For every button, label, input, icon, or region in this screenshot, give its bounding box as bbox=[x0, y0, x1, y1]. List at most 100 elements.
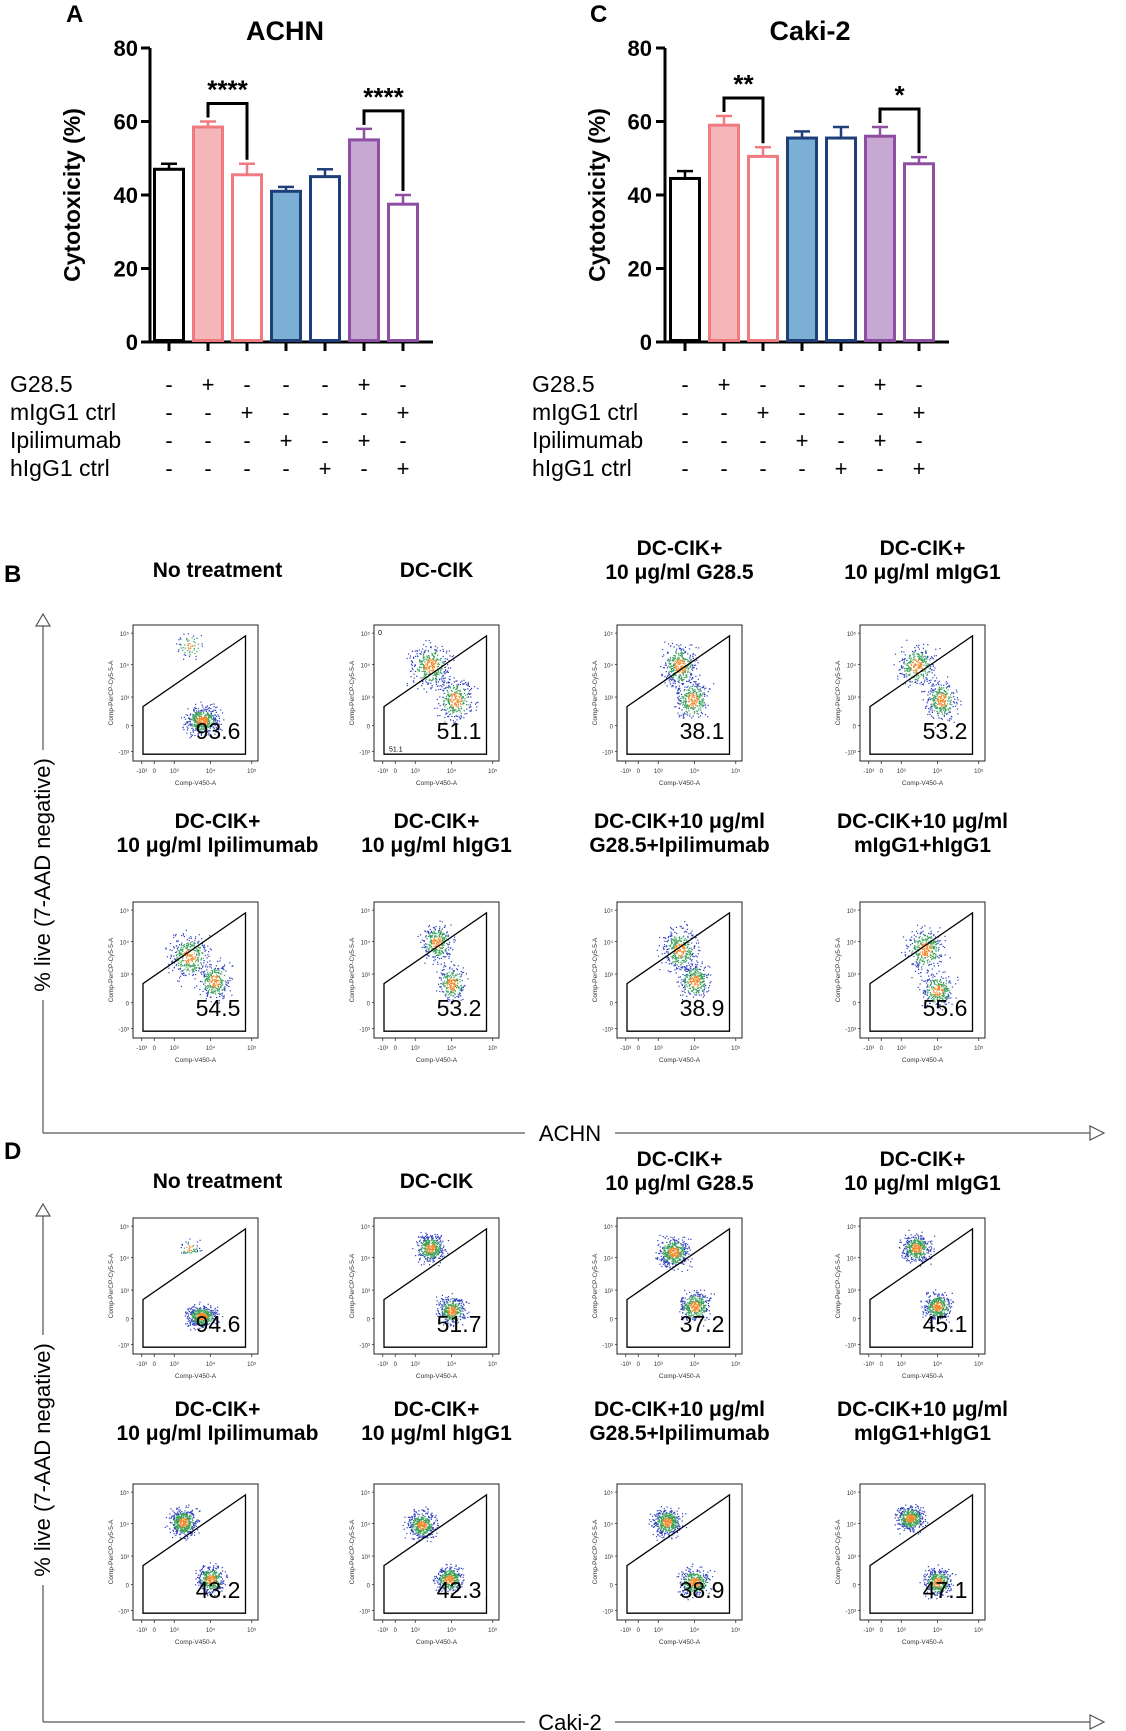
flow-dot bbox=[409, 657, 411, 659]
flow-dot bbox=[441, 645, 443, 648]
flow-dot bbox=[441, 983, 443, 985]
bar bbox=[270, 189, 302, 342]
flow-dot bbox=[194, 708, 196, 710]
flow-dot bbox=[197, 942, 199, 944]
flow-dot bbox=[194, 966, 196, 968]
flow-dot bbox=[197, 959, 199, 961]
flow-dot bbox=[934, 674, 936, 676]
flow-dot bbox=[181, 972, 183, 974]
flow-dot bbox=[423, 671, 425, 673]
flow-dot bbox=[685, 956, 687, 958]
flow-dot bbox=[690, 665, 692, 667]
flow-y-tick-label: 10⁵ bbox=[120, 631, 130, 638]
flow-x-axis-label: Comp-V450-A bbox=[416, 1057, 458, 1064]
flow-dot bbox=[921, 651, 923, 654]
flow-dot bbox=[677, 659, 679, 662]
flow-dot bbox=[689, 687, 691, 689]
significance-label: **** bbox=[363, 82, 404, 112]
flow-dot bbox=[685, 674, 687, 676]
flow-dot bbox=[949, 700, 951, 702]
flow-dot bbox=[201, 938, 203, 940]
flow-dot bbox=[681, 927, 683, 929]
flow-dot bbox=[213, 989, 215, 991]
flow-dot bbox=[913, 663, 915, 665]
flow-dot bbox=[447, 664, 449, 666]
flow-dot bbox=[229, 962, 231, 964]
flow-dot bbox=[665, 937, 667, 939]
flow-dot bbox=[193, 640, 195, 643]
flow-dot bbox=[418, 649, 420, 651]
flow-dot bbox=[451, 987, 454, 989]
flow-dot bbox=[681, 990, 683, 992]
flow-dot bbox=[459, 973, 461, 975]
flow-dot bbox=[458, 707, 460, 710]
flow-dot bbox=[682, 950, 684, 952]
flow-dot bbox=[909, 681, 911, 683]
flow-dot bbox=[908, 666, 910, 668]
flow-dot bbox=[907, 667, 909, 669]
flow-dot bbox=[180, 717, 183, 719]
flow-dot bbox=[690, 682, 692, 684]
flow-dot bbox=[465, 973, 467, 975]
flow-dot bbox=[667, 674, 669, 676]
flow-dot bbox=[193, 635, 195, 637]
flow-dot bbox=[193, 724, 196, 726]
flow-dot bbox=[928, 682, 930, 685]
flow-dot bbox=[691, 678, 693, 680]
flow-dot bbox=[210, 981, 212, 983]
flow-dot bbox=[687, 696, 689, 698]
flow-dot bbox=[944, 711, 946, 713]
flow-dot bbox=[703, 985, 705, 987]
flow-dot bbox=[927, 694, 929, 696]
flow-dot bbox=[663, 654, 665, 656]
flow-dot bbox=[423, 670, 425, 672]
flow-dot bbox=[197, 725, 199, 727]
flow-y-tick-label: 10⁴ bbox=[847, 662, 857, 669]
flow-dot bbox=[934, 691, 936, 693]
flow-dot bbox=[931, 705, 933, 708]
flow-dot bbox=[679, 936, 681, 938]
bar bbox=[387, 202, 419, 342]
flow-dot bbox=[459, 718, 461, 720]
flow-dot bbox=[443, 964, 446, 966]
flow-dot bbox=[449, 713, 452, 715]
flow-dot bbox=[903, 676, 905, 678]
flow-dot bbox=[672, 658, 674, 660]
flow-dot bbox=[428, 924, 431, 927]
flow-dot bbox=[447, 701, 449, 703]
flow-dot bbox=[212, 718, 214, 721]
flow-dot bbox=[197, 643, 199, 645]
significance-label: ** bbox=[733, 69, 754, 99]
flow-dot bbox=[195, 707, 197, 709]
flow-dot bbox=[187, 944, 189, 946]
flow-dot bbox=[214, 978, 216, 980]
flow-dot bbox=[449, 713, 451, 715]
flow-dot bbox=[460, 693, 462, 695]
flow-dot bbox=[441, 661, 443, 663]
flow-dot bbox=[678, 698, 680, 700]
flow-dot bbox=[434, 707, 436, 709]
flow-dot bbox=[704, 983, 706, 985]
flow-dot bbox=[931, 669, 933, 671]
flow-dot bbox=[451, 982, 453, 984]
flow-dot bbox=[195, 721, 197, 723]
flow-dot bbox=[453, 941, 455, 943]
flow-dot bbox=[670, 656, 672, 658]
flow-dot bbox=[207, 945, 209, 947]
flow-dot bbox=[205, 716, 207, 718]
flow-dot bbox=[200, 972, 202, 974]
flow-dot bbox=[422, 677, 424, 679]
flow-dot bbox=[443, 702, 445, 704]
flow-dot bbox=[703, 688, 706, 690]
flow-dot bbox=[436, 673, 438, 675]
flow-dot bbox=[457, 706, 460, 708]
flow-dot bbox=[430, 945, 432, 947]
flow-dot bbox=[442, 956, 444, 958]
flow-dot bbox=[454, 936, 456, 938]
flow-dot bbox=[421, 685, 423, 687]
flow-dot bbox=[428, 667, 431, 669]
flow-dot bbox=[442, 937, 444, 939]
bar bbox=[192, 125, 224, 342]
flow-dot bbox=[696, 710, 699, 712]
